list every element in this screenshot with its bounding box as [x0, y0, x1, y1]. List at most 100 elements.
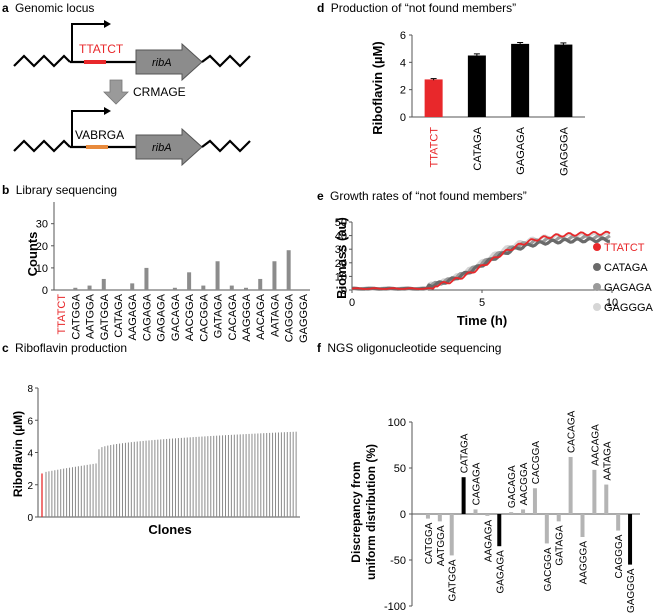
- panel-d-x-label-gagaga: GAGAGA: [515, 126, 527, 174]
- panel-b-bar-catgga: [73, 287, 78, 290]
- panel-b-bar-cacgga: [201, 285, 206, 290]
- panel-e-y-tick-label: 50: [335, 217, 347, 229]
- panel-d-x-label-ttatct: TTATCT: [429, 127, 441, 168]
- panel-b-x-label-cacgga: CACGGA: [198, 293, 210, 341]
- panel-e-y-tick-label: 30: [335, 244, 347, 256]
- panel-f-x-label-caggga: CAGGGA: [614, 534, 625, 578]
- panel-c-y-tick-label: 0: [27, 513, 33, 524]
- panel-f-title: NGS oligonucleotide sequencing: [327, 341, 501, 355]
- panel-b-x-label-gaggga: GAGGGA: [298, 293, 310, 343]
- panel-f-x-label-cagaga: CAGAGA: [472, 462, 483, 505]
- panel-f-ylabel-line1: Discrepancy from: [349, 461, 363, 562]
- promoter-arrow-bottom: [71, 110, 104, 147]
- panel-b-y-tick-label: 20: [36, 241, 48, 253]
- panel-e-legend-ttatct: TTATCT: [604, 242, 645, 254]
- panel-e-legend-marker-gagaga: [593, 283, 601, 291]
- gene-arrow-bottom: [135, 127, 203, 167]
- panel-e-legend-marker-gaggga: [593, 303, 601, 311]
- panel-e-series-ttatct: [351, 230, 611, 290]
- svg-text:b Library sequencing: b Library sequencing: [2, 183, 117, 197]
- panel-d-bar-gaggga: [554, 44, 573, 117]
- panel-b-title: Library sequencing: [16, 183, 117, 197]
- panel-f-x-label-aacgga: AACGGA: [519, 462, 530, 505]
- panel-d-title: Production of “not found members”: [331, 1, 516, 15]
- panel-b-x-label-cagaga: CAGAGA: [141, 293, 153, 341]
- panel-b: b Library sequencing Counts 0 10 20 30 TTATC…: [2, 183, 310, 343]
- gene-label-top: ribA: [152, 57, 172, 69]
- panel-c-letter: c: [2, 341, 9, 355]
- panel-b-bar-caggga: [286, 250, 291, 290]
- panel-b-y-tick-label: 30: [36, 219, 48, 231]
- panel-d-x-label-gaggga: GAGGGA: [558, 126, 570, 176]
- panel-d-letter: d: [317, 1, 324, 15]
- panel-f-bar-caggga: [616, 514, 621, 531]
- panel-f-bar-gaggga: [628, 514, 633, 565]
- panel-f-x-label-cataga: CATAGA: [460, 433, 471, 473]
- panel-e-letter: e: [317, 189, 324, 203]
- panel-c-y-tick-label: 6: [27, 416, 33, 427]
- panel-b-bar-aacgga: [187, 272, 192, 290]
- promoter-arrowhead-top: [104, 20, 111, 28]
- panel-e-series-gagaga: [351, 234, 611, 291]
- panel-d: d Production of “not found members” Ribo…: [317, 1, 585, 176]
- panel-f-bar-cagaga: [473, 509, 478, 514]
- panel-b-x-label-aaggga: AAGGGA: [241, 293, 253, 341]
- panel-c-ylabel: Riboflavin (µM): [11, 411, 25, 497]
- panel-f-x-label-catgga: CATGGA: [424, 522, 435, 564]
- panel-b-x-label-cacaga: CACAGA: [227, 293, 239, 340]
- panel-d-chart: 0 2 4 6 TTATCT CATAGA GAGAGA GAGGGA: [400, 30, 585, 176]
- panel-e-ylabel: Biomass (au): [334, 217, 349, 299]
- dna-wave-right-bottom: [201, 139, 251, 153]
- panel-b-letter: b: [2, 183, 9, 197]
- gene-arrow-top: [135, 42, 203, 82]
- panel-b-bar-cagaga: [144, 267, 149, 290]
- panel-f-x-label-aaggga: AAGGGA: [579, 541, 590, 585]
- panel-d-y-tick-label: 4: [400, 57, 406, 69]
- panel-b-x-label-aatgga: AATGGA: [85, 293, 97, 339]
- panel-b-bar-gataga: [215, 261, 220, 290]
- panel-f-x-label-aacaga: AACAGA: [590, 424, 601, 466]
- seq-bottom: VABRGA: [75, 128, 124, 142]
- panel-b-x-label-gagaga: GAGAGA: [156, 293, 168, 341]
- panel-b-x-label-aacgga: AACGGA: [184, 293, 196, 341]
- panel-c-title: Riboflavin production: [15, 341, 127, 355]
- dna-wave-left-top: [13, 54, 71, 68]
- panel-f-ylabel-line2: uniform distribution (%): [364, 444, 378, 580]
- panel-e-y-tick-label: 0: [341, 285, 347, 297]
- panel-f-bar-aacgga: [521, 509, 526, 514]
- panel-f-x-label-cacgga: CACGGA: [531, 441, 542, 485]
- panel-f-x-label-gaggga: GAGGGA: [626, 568, 637, 613]
- panel-b-x-label-aataga: AATAGA: [269, 293, 281, 337]
- svg-text:c Riboflavin production: c Riboflavin production: [2, 341, 127, 355]
- panel-d-y-tick-label: 2: [400, 85, 406, 97]
- panel-b-x-label-caggga: CAGGGA: [284, 293, 296, 342]
- promoter-seq-highlight-bottom: [86, 145, 108, 149]
- panel-b-x-label-cataga: CATAGA: [113, 293, 125, 337]
- panel-f-bar-cacaga: [568, 456, 573, 514]
- panel-f-bar-gacgga: [544, 514, 549, 544]
- panel-f-x-label-aagaga: AAGAGA: [483, 520, 494, 563]
- panel-b-x-label-catgga: CATGGA: [70, 293, 82, 339]
- panel-d-bar-ttatct: [424, 79, 443, 117]
- panel-f-x-label-gatgga: GATGGA: [448, 559, 459, 601]
- panel-f-x-label-gacaga: GACAGA: [507, 465, 518, 508]
- promoter-arrowhead-bottom: [104, 107, 111, 115]
- panel-f-x-label-gataga: GATAGA: [555, 525, 566, 566]
- panel-c-y-tick-label: 8: [27, 384, 33, 395]
- panel-c-chart: 0 2 4 6 8: [27, 384, 300, 524]
- crmage-label: CRMAGE: [133, 85, 186, 99]
- panel-f-bar-gatgga: [449, 514, 454, 556]
- panel-f-x-label-aatgga: AATGGA: [436, 525, 447, 566]
- panel-b-x-label-gatgga: GATGGA: [99, 293, 111, 340]
- panel-e-legend-marker-cataga: [593, 263, 601, 271]
- panel-d-x-label-cataga: CATAGA: [472, 126, 484, 170]
- panel-f-x-label-cacaga: CACAGA: [567, 410, 578, 453]
- panel-e-x-tick-label: 10: [606, 297, 618, 309]
- svg-text:a Genomic locus: a Genomic locus: [2, 1, 94, 15]
- seq-top: TTATCT: [79, 42, 124, 56]
- panel-f-bar-aatgga: [437, 514, 442, 522]
- panel-b-y-tick-label: 0: [42, 285, 48, 297]
- panel-f-bar-cataga: [461, 477, 466, 514]
- panel-d-bar-gagaga: [511, 43, 530, 118]
